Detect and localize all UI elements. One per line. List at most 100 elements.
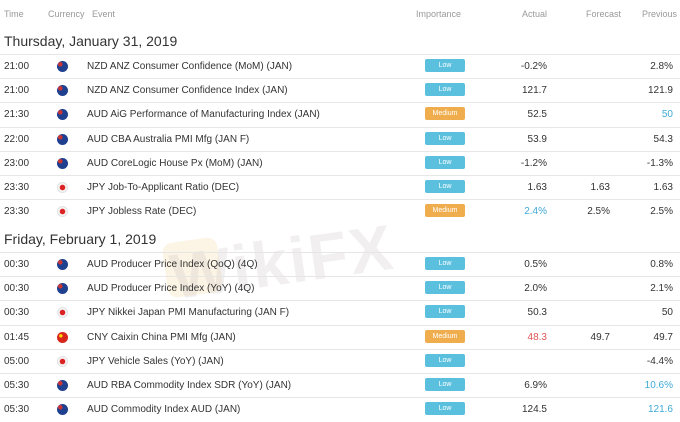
actual-value: 6.9% (524, 380, 547, 391)
previous-value: 2.5% (650, 206, 673, 218)
importance-badge: Low (425, 155, 465, 169)
flag-jp-icon (57, 206, 68, 218)
event-name: JPY Vehicle Sales (YoY) (JAN) (87, 355, 224, 367)
event-name: AUD Producer Price Index (QoQ) (4Q) (87, 259, 258, 270)
table-row[interactable]: 00:30 AUD Producer Price Index (QoQ) (4Q… (0, 252, 680, 277)
forecast-value: 49.7 (590, 331, 610, 343)
event-name: JPY Job-To-Applicant Ratio (DEC) (87, 182, 240, 193)
table-row[interactable]: 23:30 JPY Job-To-Applicant Ratio (DEC) L… (0, 175, 680, 200)
event-name: AUD CBA Australia PMI Mfg (JAN F) (87, 133, 250, 145)
flag-au-icon (57, 157, 68, 169)
importance-badge: Low (425, 83, 465, 97)
event-time: 23:30 (4, 182, 30, 193)
importance-badge: Low (425, 305, 465, 319)
table-row[interactable]: 21:00 NZD ANZ Consumer Confidence (MoM) … (0, 54, 680, 79)
header-event: Event (92, 9, 116, 19)
actual-value: -1.2% (520, 157, 547, 169)
table-row[interactable]: 00:30 AUD Producer Price Index (YoY) (4Q… (0, 276, 680, 301)
table-row[interactable]: 00:30 JPY Nikkei Japan PMI Manufacturing… (0, 300, 680, 325)
table-row[interactable]: 21:30 AUD AiG Performance of Manufacturi… (0, 102, 680, 127)
event-name: AUD Producer Price Index (YoY) (4Q) (87, 283, 255, 295)
event-time: 05:30 (4, 404, 30, 416)
event-name: JPY Jobless Rate (DEC) (87, 206, 197, 218)
table-row[interactable]: 21:00 NZD ANZ Consumer Confidence Index … (0, 78, 680, 103)
event-name: AUD CoreLogic House Px (MoM) (JAN) (87, 157, 263, 169)
importance-badge: Medium (425, 204, 465, 218)
event-name: AUD RBA Commodity Index SDR (YoY) (JAN) (87, 380, 292, 391)
event-time: 23:30 (4, 206, 30, 218)
table-row[interactable]: 05:00 JPY Vehicle Sales (YoY) (JAN) Low … (0, 348, 680, 374)
flag-nz-icon (57, 61, 68, 72)
importance-badge: Low (425, 257, 465, 270)
event-time: 21:00 (4, 85, 30, 97)
flag-au-icon (57, 259, 68, 270)
previous-value: 54.3 (653, 133, 673, 145)
event-time: 00:30 (4, 259, 30, 270)
importance-badge: Low (425, 180, 465, 193)
event-time: 21:30 (4, 109, 30, 121)
event-time: 00:30 (4, 307, 30, 319)
importance-badge: Low (425, 131, 465, 145)
table-header: Time Currency Event Importance Actual Fo… (0, 0, 680, 28)
header-importance: Importance (416, 9, 462, 19)
event-name: JPY Nikkei Japan PMI Manufacturing (JAN … (87, 307, 290, 319)
importance-badge: Low (425, 353, 465, 367)
event-time: 22:00 (4, 133, 30, 145)
actual-value: 50.3 (527, 307, 547, 319)
event-name: AUD Commodity Index AUD (JAN) (87, 404, 241, 416)
actual-value: -0.2% (520, 61, 547, 72)
actual-value: 0.5% (524, 259, 547, 270)
importance-badge: Low (425, 59, 465, 72)
flag-au-icon (57, 109, 68, 121)
flag-cn-icon (57, 331, 68, 343)
forecast-value: 1.63 (590, 182, 610, 193)
table-row[interactable]: 22:00 AUD CBA Australia PMI Mfg (JAN F) … (0, 126, 680, 152)
table-row[interactable]: 23:30 JPY Jobless Rate (DEC) Medium 2.4%… (0, 199, 680, 224)
event-time: 05:30 (4, 380, 30, 391)
header-actual: Actual (522, 9, 548, 19)
previous-value: 50 (661, 307, 673, 319)
actual-value: 124.5 (521, 404, 547, 416)
header-previous: Previous (642, 9, 678, 19)
header-time: Time (4, 9, 24, 19)
event-time: 21:00 (4, 61, 30, 72)
actual-value: 2.0% (524, 283, 547, 295)
previous-value: -4.4% (646, 355, 673, 367)
table-row[interactable]: 05:30 AUD RBA Commodity Index SDR (YoY) … (0, 373, 680, 398)
day-heading: Thursday, January 31, 2019 (4, 33, 178, 49)
previous-value: 0.8% (650, 259, 673, 270)
actual-value: 48.3 (527, 331, 547, 343)
table-row[interactable]: 01:45 CNY Caixin China PMI Mfg (JAN) Med… (0, 324, 680, 350)
event-time: 00:30 (4, 283, 30, 295)
event-name: NZD ANZ Consumer Confidence Index (JAN) (87, 85, 288, 97)
day-heading: Friday, February 1, 2019 (4, 231, 157, 247)
flag-au-icon (57, 133, 68, 145)
previous-value: 10.6% (644, 380, 673, 391)
event-name: AUD AiG Performance of Manufacturing Ind… (87, 109, 320, 121)
actual-value: 1.63 (527, 182, 547, 193)
importance-badge: Medium (425, 107, 465, 121)
table-row[interactable]: 23:00 AUD CoreLogic House Px (MoM) (JAN)… (0, 150, 680, 176)
importance-badge: Low (425, 281, 465, 295)
flag-jp-icon (57, 355, 68, 367)
flag-nz-icon (57, 85, 68, 97)
actual-value: 53.9 (527, 133, 547, 145)
event-time: 05:00 (4, 355, 30, 367)
previous-value: 49.7 (653, 331, 673, 343)
forecast-value: 2.5% (587, 206, 610, 218)
actual-value: 52.5 (527, 109, 547, 121)
flag-au-icon (57, 283, 68, 295)
header-forecast: Forecast (586, 9, 622, 19)
event-name: NZD ANZ Consumer Confidence (MoM) (JAN) (87, 61, 293, 72)
previous-value: -1.3% (646, 157, 673, 169)
event-name: CNY Caixin China PMI Mfg (JAN) (87, 331, 236, 343)
table-row[interactable]: 05:30 AUD Commodity Index AUD (JAN) Low … (0, 397, 680, 422)
importance-badge: Low (425, 378, 465, 391)
previous-value: 1.63 (653, 182, 673, 193)
actual-value: 2.4% (524, 206, 547, 218)
previous-value: 50 (661, 109, 673, 121)
flag-au-icon (57, 404, 68, 416)
flag-au-icon (57, 380, 68, 391)
flag-jp-icon (57, 182, 68, 193)
previous-value: 2.1% (650, 283, 673, 295)
